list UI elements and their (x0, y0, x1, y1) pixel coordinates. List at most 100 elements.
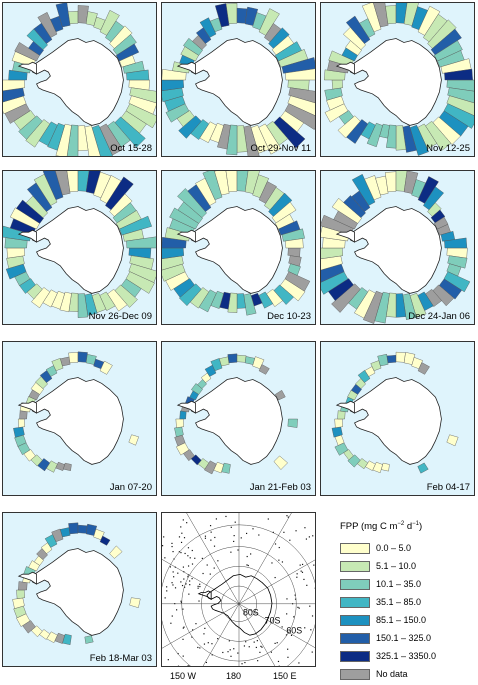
fpp-cell (12, 597, 25, 609)
antarctic-peninsula (17, 571, 37, 585)
antarctic-peninsula (176, 400, 196, 414)
fpp-cell (324, 69, 346, 81)
fpp-cell (337, 115, 361, 139)
fpp-cell (210, 358, 223, 372)
fpp-cell (174, 434, 186, 447)
fpp-cell (337, 410, 346, 420)
legend-item: 325.1 – 3350.0 (340, 650, 436, 662)
fpp-cell (14, 434, 27, 447)
fpp-cell (377, 353, 389, 367)
fpp-cell (324, 103, 349, 123)
fpp-cell (217, 123, 231, 150)
fpp-cell (268, 27, 290, 49)
fpp-cell (425, 120, 452, 151)
legend-swatch (340, 668, 370, 680)
fpp-cell (55, 171, 71, 196)
fpp-cell (347, 454, 361, 468)
polar-grid-map: 80S 70S 60S (162, 513, 315, 666)
fpp-cell (334, 442, 349, 456)
fpp-cell (13, 605, 27, 619)
antarctica-map (321, 171, 474, 324)
fpp-cell (3, 87, 25, 103)
fpp-cell (402, 293, 417, 320)
map-panel-2: Oct 29-Nov 11 (161, 2, 316, 157)
fpp-cell (175, 418, 184, 428)
fpp-cell (179, 410, 187, 420)
fpp-cell (112, 34, 137, 56)
fpp-cell (214, 171, 230, 196)
fpp-cell (47, 122, 65, 151)
fpp-cell (334, 418, 343, 428)
fpp-cell (18, 581, 28, 591)
fpp-cell (119, 215, 152, 236)
fpp-cell (271, 201, 297, 224)
fpp-cell (3, 79, 25, 91)
fpp-cell (6, 255, 25, 269)
fpp-cell (126, 236, 156, 249)
fpp-cell (417, 362, 430, 375)
fpp-cell (324, 87, 343, 101)
fpp-cell (275, 389, 286, 401)
latitude-label: 60S (286, 625, 302, 635)
fpp-cell (386, 355, 397, 364)
fpp-cell (37, 11, 58, 38)
fpp-cell (321, 255, 343, 271)
map-panel-8: Jan 21-Feb 03 (161, 341, 316, 496)
fpp-cell (91, 124, 113, 156)
meridian-line (238, 513, 292, 604)
fpp-cell (281, 57, 315, 74)
fpp-cell (77, 293, 89, 318)
fpp-cell (243, 125, 260, 156)
fpp-cell (162, 79, 184, 91)
fpp-cell (432, 284, 455, 307)
fpp-cell (321, 271, 349, 295)
fpp-cell (28, 560, 40, 572)
fpp-cell (446, 95, 474, 116)
legend-item: 10.1 – 35.0 (340, 578, 421, 590)
latitude-label: 70S (265, 616, 281, 626)
fpp-cell (178, 283, 202, 307)
legend: FPP (mg C m−2 d−1) 0.0 – 5.0 5.1 – 10.0 … (318, 512, 476, 684)
fpp-cell (66, 171, 79, 193)
antarctica-map (3, 342, 156, 495)
fpp-cell (268, 192, 293, 217)
fpp-cell (331, 426, 343, 438)
fpp-cell (326, 95, 345, 111)
fpp-cell (236, 171, 249, 192)
map-panel-4: Nov 26-Dec 09 (2, 170, 157, 325)
fpp-cell (9, 207, 40, 230)
fpp-cell (18, 115, 43, 140)
fpp-cell (85, 523, 98, 536)
fpp-cell (417, 5, 441, 36)
fpp-cell (31, 287, 51, 309)
meridian-line (186, 513, 240, 604)
fpp-cell (227, 292, 238, 313)
fpp-cell (227, 353, 238, 364)
fpp-cell (51, 358, 64, 372)
fpp-cell (443, 103, 474, 129)
fpp-cell (321, 247, 343, 259)
legend-item: 85.1 – 150.0 (340, 614, 426, 626)
fpp-cell (279, 278, 306, 302)
fpp-cell (402, 125, 417, 153)
map-panel-1: Oct 15-28 (2, 2, 157, 157)
antarctic-peninsula (176, 229, 196, 243)
meridian-line (238, 559, 315, 605)
fpp-cell (85, 354, 97, 365)
fpp-cell (395, 351, 406, 363)
fpp-cell (178, 115, 202, 139)
legend-item: 150.1 – 325.0 (340, 632, 431, 644)
fpp-cell (321, 263, 345, 283)
antarctic-peninsula (17, 229, 37, 243)
fpp-cell (14, 42, 40, 62)
fpp-cell (202, 171, 223, 201)
fpp-cell (273, 284, 294, 305)
lon-label-180: 180 (226, 671, 242, 681)
fpp-cell (403, 352, 416, 365)
fpp-cell (285, 238, 304, 249)
fpp-cell (258, 181, 277, 204)
fpp-cell (427, 19, 457, 49)
fpp-cell (16, 613, 31, 627)
fpp-cell (444, 68, 473, 81)
period-label: Dec 10-23 (267, 311, 311, 322)
